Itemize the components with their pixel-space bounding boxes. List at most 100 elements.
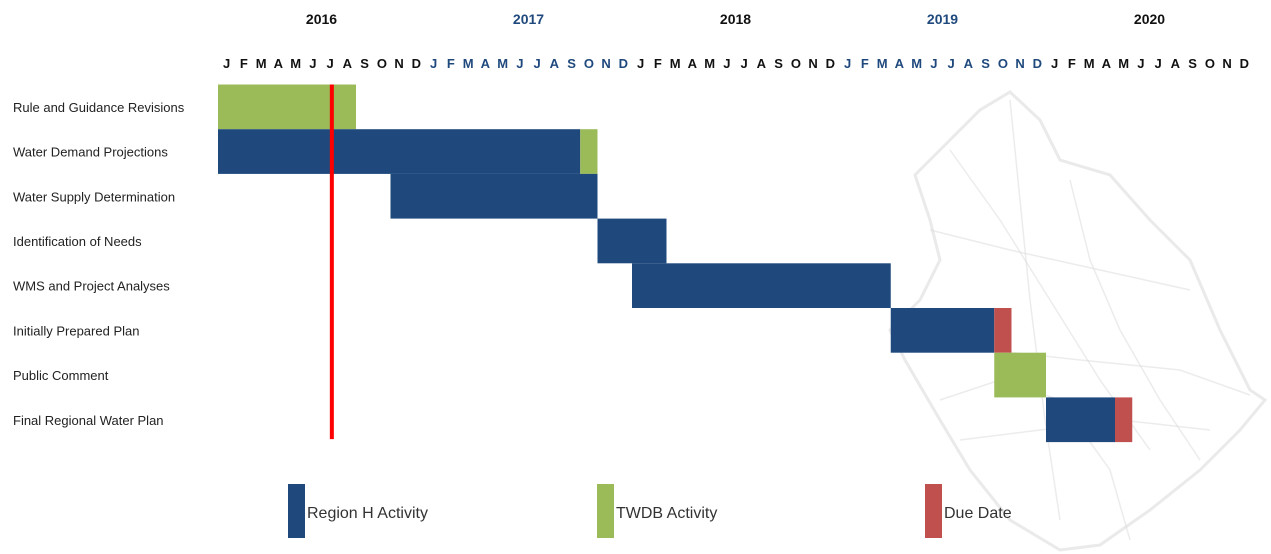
year-label-2020: 2020 xyxy=(1134,11,1165,27)
task-label: Water Demand Projections xyxy=(13,145,168,160)
month-label: A xyxy=(1102,56,1112,71)
month-label: J xyxy=(223,56,230,71)
month-label: M xyxy=(1118,56,1129,71)
month-label: N xyxy=(1015,56,1024,71)
map-road-5 xyxy=(1069,179,1201,461)
month-label: F xyxy=(240,56,248,71)
month-label: M xyxy=(877,56,888,71)
task-bar-region_h xyxy=(1046,397,1115,443)
month-label: O xyxy=(998,56,1008,71)
month-label: A xyxy=(1171,56,1181,71)
month-label: O xyxy=(584,56,594,71)
month-label: A xyxy=(964,56,974,71)
month-label: M xyxy=(704,56,715,71)
month-label: M xyxy=(1084,56,1095,71)
task-bar-twdb xyxy=(994,352,1046,398)
month-label: M xyxy=(256,56,267,71)
legend-label-twdb: TWDB Activity xyxy=(616,505,717,522)
month-label: D xyxy=(1240,56,1249,71)
month-label: S xyxy=(1188,56,1197,71)
year-label-2017: 2017 xyxy=(513,11,544,27)
month-label: F xyxy=(447,56,455,71)
month-label: J xyxy=(637,56,644,71)
month-label: M xyxy=(911,56,922,71)
month-label: S xyxy=(360,56,369,71)
month-label: F xyxy=(1068,56,1076,71)
map-outline xyxy=(888,90,1268,552)
legend: Region H Activity TWDB Activity Due Date xyxy=(288,484,1012,538)
task-bar-due xyxy=(994,308,1012,353)
month-label: J xyxy=(1051,56,1058,71)
task-bar-twdb xyxy=(580,129,598,174)
month-label: D xyxy=(826,56,835,71)
year-label-2018: 2018 xyxy=(720,11,751,27)
legend-swatch-due xyxy=(925,484,942,538)
task-bars xyxy=(218,84,1133,443)
month-label: A xyxy=(688,56,698,71)
month-label: D xyxy=(619,56,628,71)
task-label: Public Comment xyxy=(13,368,109,383)
year-labels: 2016 2017 2018 2019 2020 xyxy=(306,11,1165,27)
legend-label-due: Due Date xyxy=(944,505,1012,522)
month-label: J xyxy=(516,56,523,71)
month-label: J xyxy=(309,56,316,71)
month-label: A xyxy=(274,56,284,71)
month-label: M xyxy=(463,56,474,71)
map-road-3 xyxy=(929,229,1191,291)
month-label: S xyxy=(981,56,990,71)
task-label: Water Supply Determination xyxy=(13,189,175,204)
month-label: J xyxy=(930,56,937,71)
month-label: N xyxy=(1222,56,1231,71)
task-label: Final Regional Water Plan xyxy=(13,413,164,428)
task-label: WMS and Project Analyses xyxy=(13,279,170,294)
month-label: J xyxy=(948,56,955,71)
month-label: D xyxy=(412,56,421,71)
month-label: N xyxy=(601,56,610,71)
month-label: J xyxy=(534,56,541,71)
month-label: S xyxy=(774,56,783,71)
task-bar-region_h xyxy=(218,129,581,174)
month-label: O xyxy=(1205,56,1215,71)
month-label: M xyxy=(670,56,681,71)
task-labels: Rule and Guidance Revisions Water Demand … xyxy=(13,100,185,428)
year-label-2019: 2019 xyxy=(927,11,958,27)
month-label: A xyxy=(895,56,905,71)
month-label: J xyxy=(327,56,334,71)
task-label: Rule and Guidance Revisions xyxy=(13,100,185,115)
month-label: J xyxy=(1137,56,1144,71)
month-label: J xyxy=(741,56,748,71)
map-road-1 xyxy=(1009,99,1061,521)
month-label: J xyxy=(430,56,437,71)
month-label: J xyxy=(844,56,851,71)
month-label: A xyxy=(550,56,560,71)
month-label: A xyxy=(343,56,353,71)
month-label: O xyxy=(791,56,801,71)
month-label: F xyxy=(861,56,869,71)
month-label: N xyxy=(394,56,403,71)
task-bar-region_h xyxy=(890,308,995,353)
month-label: S xyxy=(567,56,576,71)
month-label: J xyxy=(1155,56,1162,71)
month-label: D xyxy=(1033,56,1042,71)
task-bar-twdb xyxy=(218,84,356,130)
task-bar-due xyxy=(1115,397,1133,443)
month-label: A xyxy=(757,56,767,71)
legend-swatch-twdb xyxy=(597,484,614,538)
year-label-2016: 2016 xyxy=(306,11,337,27)
task-bar-region_h xyxy=(597,218,667,264)
month-label: J xyxy=(723,56,730,71)
month-label: A xyxy=(481,56,491,71)
month-label: M xyxy=(497,56,508,71)
month-label: F xyxy=(654,56,662,71)
month-label: M xyxy=(290,56,301,71)
task-label: Initially Prepared Plan xyxy=(13,323,139,338)
task-label: Identification of Needs xyxy=(13,234,142,249)
month-label: N xyxy=(808,56,817,71)
task-bar-region_h xyxy=(632,263,891,308)
legend-swatch-region_h xyxy=(288,484,305,538)
task-bar-region_h xyxy=(390,173,598,219)
legend-label-region_h: Region H Activity xyxy=(307,505,428,522)
